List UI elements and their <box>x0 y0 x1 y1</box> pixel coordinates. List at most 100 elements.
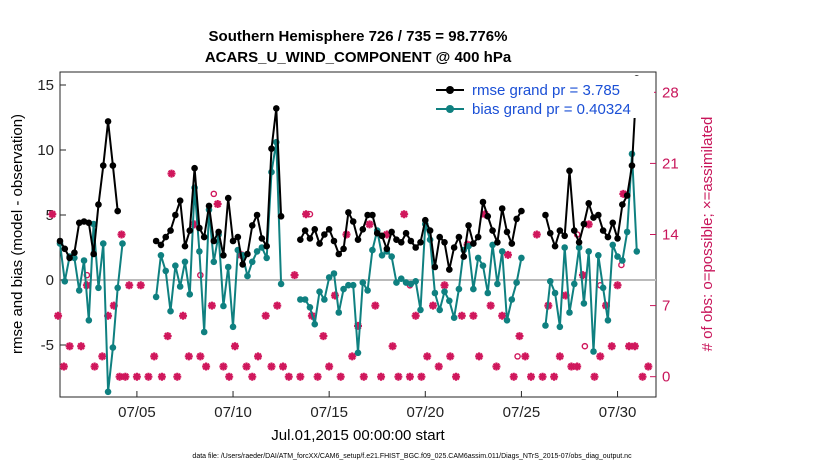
obs-assimilated-marker <box>273 301 282 310</box>
rmse-point <box>109 162 117 169</box>
rmse-point <box>90 250 97 258</box>
obs-assimilated-marker <box>573 362 582 371</box>
y-right-tick-label: 14 <box>662 227 679 244</box>
bias-point <box>335 309 343 316</box>
obs-assimilated-marker <box>359 372 368 381</box>
rmse-point <box>263 242 270 250</box>
bias-point <box>321 296 328 303</box>
bias-point <box>167 307 174 315</box>
rmse-point <box>220 252 227 259</box>
legend-bias-marker <box>446 105 454 113</box>
obs-assimilated-marker <box>411 311 420 320</box>
rmse-point <box>181 242 189 250</box>
obs-assimilated-marker <box>434 362 443 371</box>
bias-point <box>417 306 424 314</box>
rmse-point <box>628 162 636 169</box>
obs-assimilated-marker <box>336 372 345 381</box>
obs-assimilated-marker <box>313 372 322 381</box>
rmse-point <box>104 118 112 125</box>
bias-point <box>114 284 121 292</box>
obs-assimilated-marker <box>267 362 276 371</box>
bias-point <box>181 258 189 266</box>
bias-point <box>109 344 117 351</box>
chart-title-line-2: ACARS_U_WIND_COMPONENT @ 400 hPa <box>205 49 512 66</box>
obs-assimilated-marker <box>394 372 403 381</box>
obs-assimilated-marker <box>527 372 536 381</box>
rmse-point <box>95 201 102 208</box>
rmse-point <box>460 253 468 260</box>
bias-point <box>498 248 506 255</box>
rmse-point <box>167 227 174 234</box>
bias-point <box>595 252 602 259</box>
rmse-point <box>297 236 304 243</box>
bias-point <box>301 296 309 303</box>
rmse-point <box>595 211 602 219</box>
bias-point <box>397 275 405 283</box>
obs-assimilated-marker <box>538 372 547 381</box>
y-right-tick-label: 7 <box>662 298 670 315</box>
obs-possible-marker <box>210 190 218 198</box>
obs-assimilated-marker <box>348 352 357 361</box>
rmse-point <box>470 240 477 247</box>
obs-assimilated-marker <box>121 372 130 381</box>
y-tick-label: 0 <box>46 272 54 289</box>
obs-assimilated-marker <box>365 220 374 229</box>
obs-assimilated-marker <box>98 352 107 361</box>
rmse-point <box>623 192 631 199</box>
bias-point <box>354 349 362 357</box>
bias-point <box>104 388 112 396</box>
bias-point <box>614 253 621 260</box>
obs-assimilated-marker <box>248 372 257 381</box>
obs-assimilated-marker <box>207 301 216 310</box>
obs-assimilated-marker <box>644 362 653 371</box>
rmse-point <box>455 233 463 241</box>
bias-point <box>518 254 525 262</box>
obs-assimilated-marker <box>377 372 386 381</box>
obs-assimilated-marker <box>354 321 362 330</box>
rmse-point <box>436 233 444 241</box>
rmse-point <box>268 145 275 152</box>
bias-point <box>340 285 347 293</box>
obs-assimilated-marker <box>54 311 63 320</box>
obs-assimilated-marker <box>325 362 334 371</box>
obs-assimilated-marker <box>638 372 647 381</box>
bias-point <box>566 309 573 316</box>
bias-point <box>431 289 439 297</box>
rmse-point <box>498 205 506 212</box>
rmse-point <box>215 228 222 236</box>
rmse-point <box>575 239 583 246</box>
bias-point <box>378 252 386 259</box>
rmse-point <box>378 232 386 240</box>
obs-assimilated-marker <box>157 372 166 381</box>
obs-assimilated-marker <box>440 281 449 290</box>
bias-point <box>95 284 102 292</box>
obs-assimilated-marker <box>515 332 524 341</box>
obs-assimilated-marker <box>125 281 134 290</box>
rmse-point <box>56 237 64 245</box>
obs-assimilated-marker <box>163 332 172 341</box>
rmse-point <box>417 239 424 246</box>
bias-point <box>297 296 304 303</box>
obs-assimilated-marker <box>302 210 311 219</box>
rmse-point <box>503 228 511 236</box>
rmse-point <box>114 207 121 215</box>
bias-point <box>210 258 218 266</box>
rmse-point <box>152 237 160 245</box>
rmse-point <box>224 194 232 202</box>
obs-assimilated-marker <box>405 372 414 381</box>
bias-point <box>570 280 578 288</box>
rmse-point <box>489 227 496 234</box>
rmse-point <box>580 220 588 228</box>
obs-assimilated-marker <box>423 352 432 361</box>
chart-title-line-1: Southern Hemisphere 726 / 735 = 98.776% <box>209 28 508 45</box>
bias-point <box>450 314 458 322</box>
bias-point <box>277 280 285 288</box>
rmse-point <box>354 236 362 243</box>
obs-assimilated-marker <box>219 362 228 371</box>
rmse-point <box>465 222 472 229</box>
y-tick-label: 10 <box>37 142 54 159</box>
obs-assimilated-marker <box>452 372 461 381</box>
bias-point <box>513 279 520 286</box>
bias-point <box>61 278 69 285</box>
rmse-point <box>349 218 357 225</box>
